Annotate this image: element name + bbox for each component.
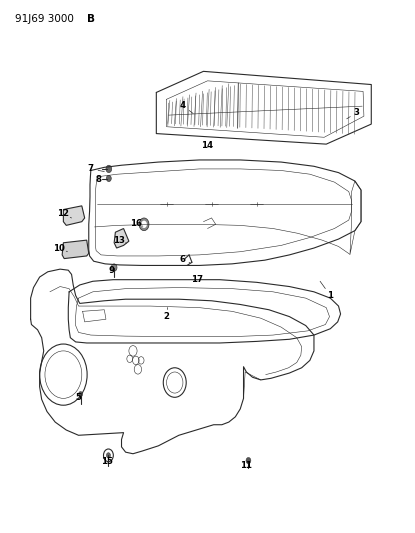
Circle shape <box>106 175 111 182</box>
Text: 6: 6 <box>180 255 186 264</box>
Circle shape <box>246 457 251 464</box>
Text: 8: 8 <box>96 175 102 184</box>
Text: 16: 16 <box>130 219 142 228</box>
Circle shape <box>106 165 112 173</box>
Text: 17: 17 <box>191 275 203 284</box>
Polygon shape <box>114 229 129 248</box>
Circle shape <box>78 392 83 397</box>
Text: 14: 14 <box>201 141 214 150</box>
Text: 3: 3 <box>354 108 360 117</box>
Text: 7: 7 <box>88 164 94 173</box>
Text: 1: 1 <box>327 291 333 300</box>
Polygon shape <box>62 240 89 259</box>
Text: 13: 13 <box>113 236 125 245</box>
Circle shape <box>106 453 110 458</box>
Circle shape <box>139 218 149 231</box>
Text: 11: 11 <box>240 462 252 471</box>
Text: 4: 4 <box>180 101 186 110</box>
Text: B: B <box>87 14 95 25</box>
Circle shape <box>111 264 117 271</box>
Text: 2: 2 <box>164 312 170 321</box>
Circle shape <box>141 221 147 228</box>
Text: 9: 9 <box>108 266 114 275</box>
Text: 15: 15 <box>101 457 113 466</box>
Text: 5: 5 <box>76 393 81 402</box>
Polygon shape <box>63 206 85 225</box>
Text: 12: 12 <box>57 209 69 218</box>
Text: 10: 10 <box>54 244 65 253</box>
Text: 91J69 3000: 91J69 3000 <box>15 14 77 25</box>
